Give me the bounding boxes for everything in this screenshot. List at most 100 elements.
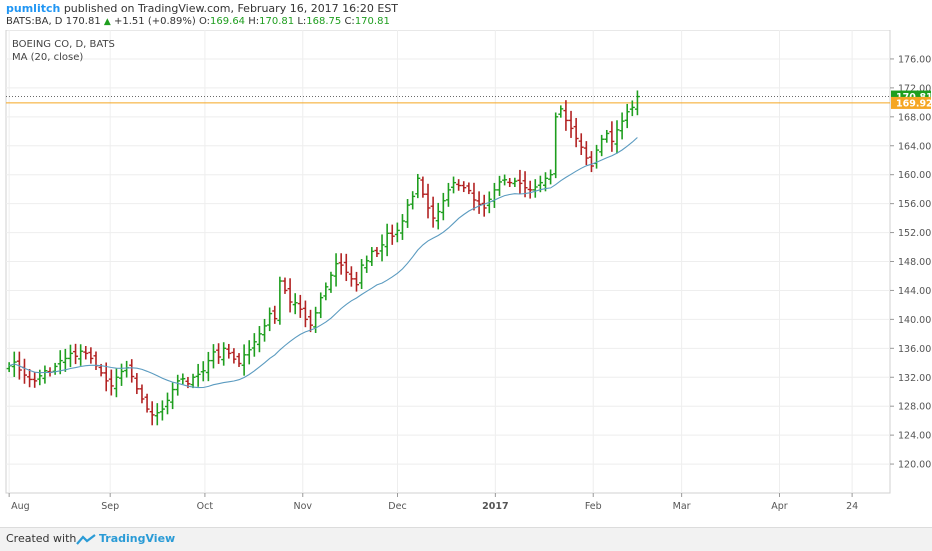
- change-value: +1.51 (+0.89%): [114, 16, 196, 27]
- y-tick-label: 132.00: [898, 373, 931, 384]
- ohlc-bar: [466, 182, 472, 195]
- x-tick-label: 2017: [482, 501, 508, 512]
- ohlc-bar: [415, 173, 421, 199]
- ohlc-bar: [236, 353, 242, 367]
- ohlc-bar: [134, 373, 140, 395]
- ohlc-line: BATS:BA, D 170.81 ▲ +1.51 (+0.89%) O:169…: [6, 16, 390, 27]
- ohlc-bar: [103, 362, 109, 392]
- ohlc-bar: [399, 214, 405, 240]
- ohlc-bar: [624, 103, 630, 129]
- legend-indicator: MA (20, close): [12, 52, 83, 63]
- last-price: 170.81: [65, 16, 101, 27]
- ohlc-bar: [221, 342, 227, 366]
- ohlc-bar: [83, 345, 89, 360]
- ohlc-bar: [583, 141, 589, 165]
- ohlc-bar: [502, 174, 508, 186]
- ohlc-bar: [149, 401, 155, 426]
- close-value: 170.81: [354, 16, 390, 27]
- ohlc-bar: [507, 178, 513, 187]
- ohlc-bar: [73, 343, 79, 365]
- ohlc-bar: [558, 105, 564, 118]
- price-chart[interactable]: 120.00 124.00 128.00 132.00 136.00 140.00 144.…: [0, 30, 932, 527]
- ohlc-bar: [573, 117, 579, 148]
- ohlc-bar: [165, 392, 171, 415]
- ohlc-bar: [159, 400, 165, 421]
- ohlc-bar: [62, 348, 68, 372]
- up-triangle-icon: ▲: [103, 17, 111, 27]
- y-tick-label: 124.00: [898, 431, 931, 442]
- symbol-label: BATS:BA, D: [6, 16, 63, 27]
- x-tick-label: Sep: [101, 501, 119, 512]
- moving-average: [9, 137, 638, 389]
- ohlc-bar: [287, 278, 293, 313]
- ohlc-bar: [277, 276, 283, 325]
- ohlc-bar: [568, 110, 574, 138]
- created-with-text: Created with: [6, 532, 77, 545]
- ohlc-bar: [481, 194, 487, 217]
- ohlc-bar: [563, 100, 569, 131]
- ohlc-bar: [629, 100, 635, 117]
- ohlc-bar: [323, 282, 329, 301]
- ohlc-bars: [6, 90, 640, 426]
- ohlc-bar: [241, 344, 247, 376]
- low-value: 168.75: [306, 16, 342, 27]
- ohlc-bar: [205, 351, 211, 382]
- y-tick-label: 144.00: [898, 286, 931, 297]
- y-tick-label: 160.00: [898, 170, 931, 181]
- ohlc-bar: [195, 363, 201, 387]
- y-tick-label: 156.00: [898, 199, 931, 210]
- ohlc-bar: [461, 181, 467, 193]
- x-tick-label: Nov: [293, 501, 312, 512]
- high-value: 170.81: [259, 16, 295, 27]
- ohlc-bar: [180, 373, 186, 385]
- y-tick-label: 168.00: [898, 112, 931, 123]
- y-tick-label: 136.00: [898, 344, 931, 355]
- footer: Created with TradingView: [0, 527, 932, 551]
- ohlc-bar: [410, 191, 416, 210]
- ohlc-bar: [144, 393, 150, 413]
- ohlc-bar: [67, 344, 73, 368]
- tradingview-brand[interactable]: TradingView: [99, 532, 176, 545]
- ohlc-bar: [517, 169, 523, 194]
- ohlc-bar: [420, 176, 426, 198]
- ohlc-bar: [389, 224, 395, 245]
- ma-line: [9, 137, 638, 389]
- ohlc-bar: [532, 179, 538, 198]
- ohlc-bar: [328, 271, 334, 293]
- ohlc-bar: [394, 222, 400, 243]
- ohlc-bar: [425, 183, 431, 219]
- ma-value-badge: [891, 96, 931, 109]
- ohlc-bar: [512, 177, 518, 187]
- x-tick-label: 24: [846, 501, 858, 512]
- ohlc-bar: [599, 134, 605, 157]
- y-tick-label: 140.00: [898, 315, 931, 326]
- ohlc-bar: [27, 369, 33, 388]
- x-axis[interactable]: Aug Sep Oct Nov Dec 2017 Feb Mar Apr 24: [8, 493, 858, 512]
- ohlc-bar: [471, 182, 477, 211]
- ohlc-bar: [379, 234, 385, 262]
- ohlc-bar: [251, 333, 257, 357]
- ohlc-bar: [604, 129, 610, 143]
- close-label: C:: [344, 16, 355, 27]
- ohlc-bar: [113, 368, 119, 398]
- x-tick-label: Apr: [771, 501, 788, 512]
- ohlc-bar: [405, 198, 411, 228]
- y-tick-label: 164.00: [898, 141, 931, 152]
- y-axis[interactable]: 120.00 124.00 128.00 132.00 136.00 140.00 144.…: [890, 54, 932, 471]
- ohlc-bar: [609, 121, 615, 152]
- ohlc-bar: [476, 191, 482, 214]
- y-tick-label: 176.00: [898, 54, 931, 65]
- ohlc-bar: [88, 347, 94, 364]
- ohlc-bar: [578, 133, 584, 156]
- tradingview-logo-icon: [76, 534, 96, 545]
- ohlc-bar: [42, 365, 48, 384]
- ohlc-bar: [272, 305, 278, 324]
- ohlc-bar: [57, 350, 63, 375]
- ohlc-bar: [456, 179, 462, 191]
- ohlc-bar: [154, 403, 160, 426]
- ohlc-bar: [614, 120, 620, 154]
- ohlc-bar: [338, 253, 344, 275]
- author-link[interactable]: pumlitch: [6, 2, 61, 15]
- ohlc-bar: [527, 180, 533, 199]
- ohlc-bar: [374, 247, 380, 258]
